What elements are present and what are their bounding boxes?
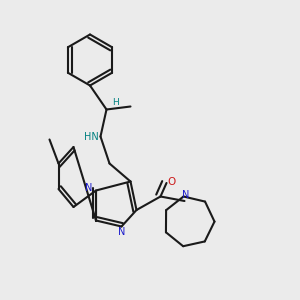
Text: N: N [182, 190, 190, 200]
Text: HN: HN [83, 131, 98, 142]
Text: N: N [118, 227, 125, 237]
Text: O: O [168, 177, 176, 187]
Text: H: H [112, 98, 119, 107]
Text: N: N [85, 183, 92, 193]
